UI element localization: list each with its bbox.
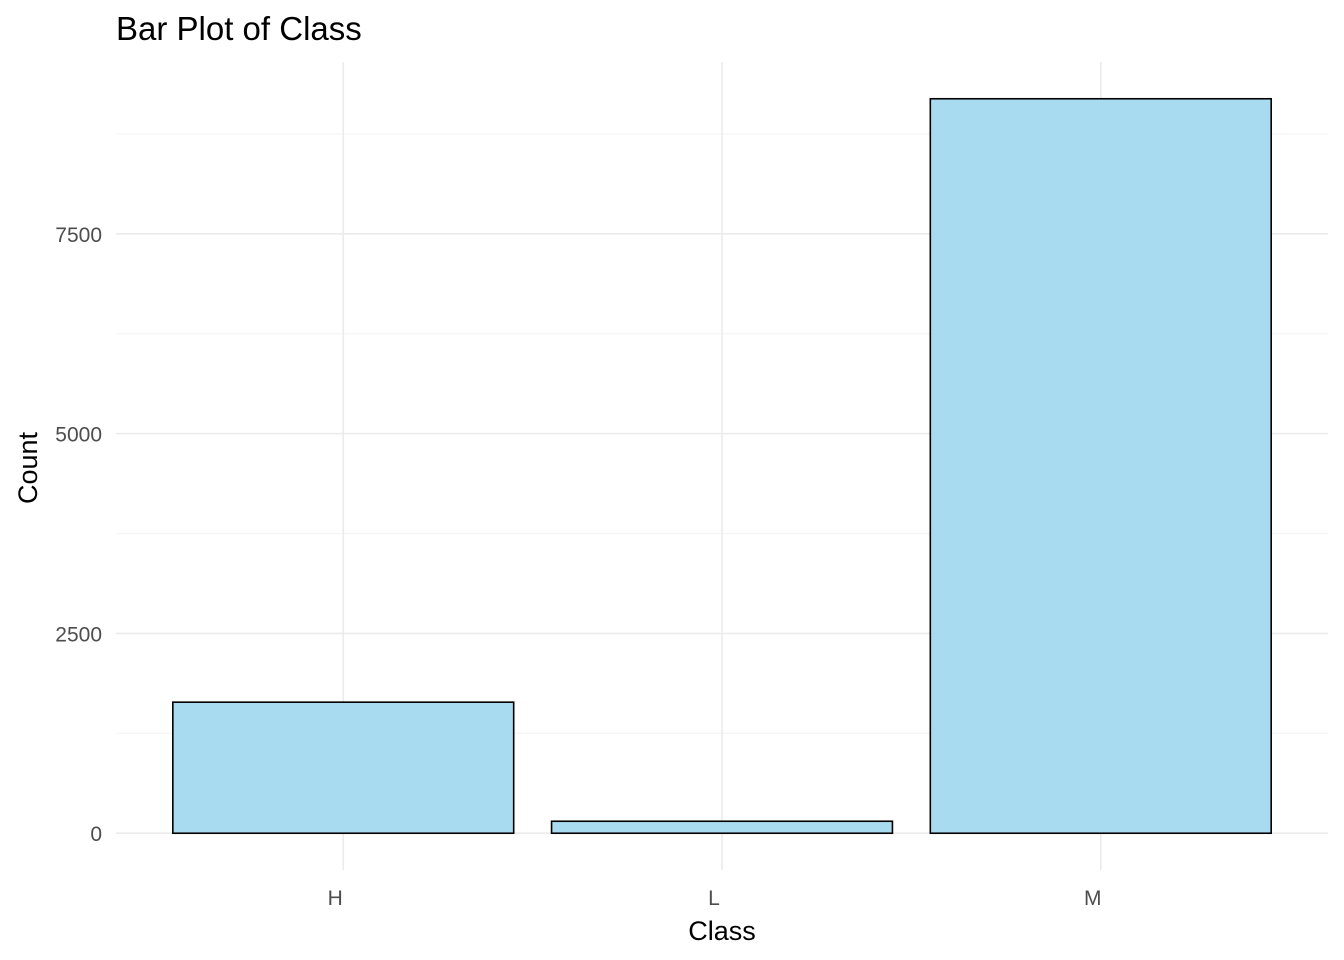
bar-H xyxy=(172,701,515,835)
chart-title: Bar Plot of Class xyxy=(116,10,362,47)
bar-L xyxy=(550,820,894,835)
bars xyxy=(172,97,1272,835)
x-tick-label: L xyxy=(708,887,720,910)
x-tick-label: H xyxy=(328,887,343,910)
bar-M xyxy=(929,97,1272,835)
y-tick-label: 2500 xyxy=(55,623,102,646)
y-tick-label: 0 xyxy=(90,823,102,846)
y-tick-label: 7500 xyxy=(55,224,102,247)
y-axis-ticks: 0 2500 5000 7500 xyxy=(55,224,102,846)
y-axis-title: Count xyxy=(13,431,43,504)
x-axis-title: Class xyxy=(688,916,756,946)
x-tick-label: M xyxy=(1084,887,1102,910)
y-tick-label: 5000 xyxy=(55,424,102,447)
